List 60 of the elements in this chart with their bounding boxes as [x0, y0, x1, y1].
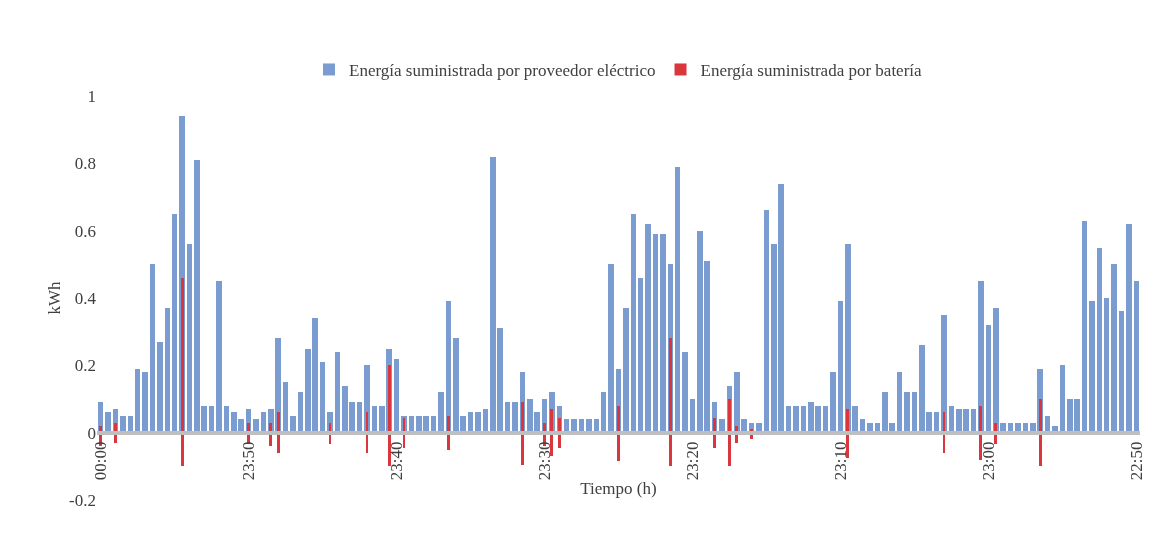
bar [520, 402, 524, 465]
bar [979, 405, 983, 460]
legend-label: Energía suministrada por batería [700, 61, 923, 81]
x-tick-label: 22:50 [1126, 441, 1146, 481]
bar [904, 392, 910, 433]
bar [1089, 301, 1095, 433]
x-tick-label: 23:00 [978, 441, 998, 481]
bar [512, 402, 518, 433]
bar [617, 405, 620, 462]
bar [1038, 399, 1042, 467]
bar [978, 281, 984, 433]
bar [157, 341, 163, 433]
bar [105, 412, 111, 433]
bar [216, 281, 222, 433]
bar [180, 277, 184, 467]
bar [586, 419, 592, 433]
bar [727, 399, 731, 467]
y-tick-label: 0.6 [74, 221, 96, 241]
bar [446, 415, 450, 450]
bar [608, 264, 614, 433]
y-tick-label: 0.2 [74, 356, 96, 376]
x-tick-label: 23:20 [682, 441, 702, 481]
bar [364, 365, 370, 433]
x-tick-label: 23:30 [535, 441, 555, 481]
x-axis-title: Tiempo (h) [580, 479, 657, 499]
bar [550, 409, 554, 457]
x-tick-label: 00:00 [91, 441, 111, 481]
bar [276, 412, 280, 453]
bar [142, 372, 148, 433]
bar [660, 234, 666, 433]
bar [1126, 223, 1132, 433]
bar [120, 415, 126, 433]
bar [941, 314, 947, 433]
bar [846, 409, 850, 458]
bar [830, 372, 836, 433]
bar [682, 351, 688, 433]
y-tick-label: 0.4 [74, 288, 97, 308]
y-tick-label: 0 [87, 423, 96, 443]
bar [475, 412, 481, 433]
x-tick-label: 23:40 [387, 441, 407, 481]
bar [571, 419, 577, 433]
bar [763, 210, 770, 433]
bar [171, 213, 178, 433]
bar [719, 419, 725, 433]
x-tick-label: 23:10 [830, 441, 850, 481]
bar [1111, 264, 1117, 433]
bar [438, 392, 444, 433]
bar [387, 365, 391, 467]
bar [290, 415, 296, 433]
x-tick-label: 23:50 [239, 441, 259, 481]
bar [623, 308, 629, 433]
legend-label: Energía suministrada por proveedor eléctrico [349, 61, 656, 81]
bar [253, 419, 259, 433]
y-tick-label: -0.2 [69, 490, 96, 510]
bar [645, 223, 651, 433]
y-tick-label: 1 [87, 86, 96, 106]
bar [793, 405, 799, 433]
y-axis-title: kWh [44, 280, 64, 315]
bar [668, 338, 672, 467]
y-tick-label: 0.8 [74, 154, 96, 174]
